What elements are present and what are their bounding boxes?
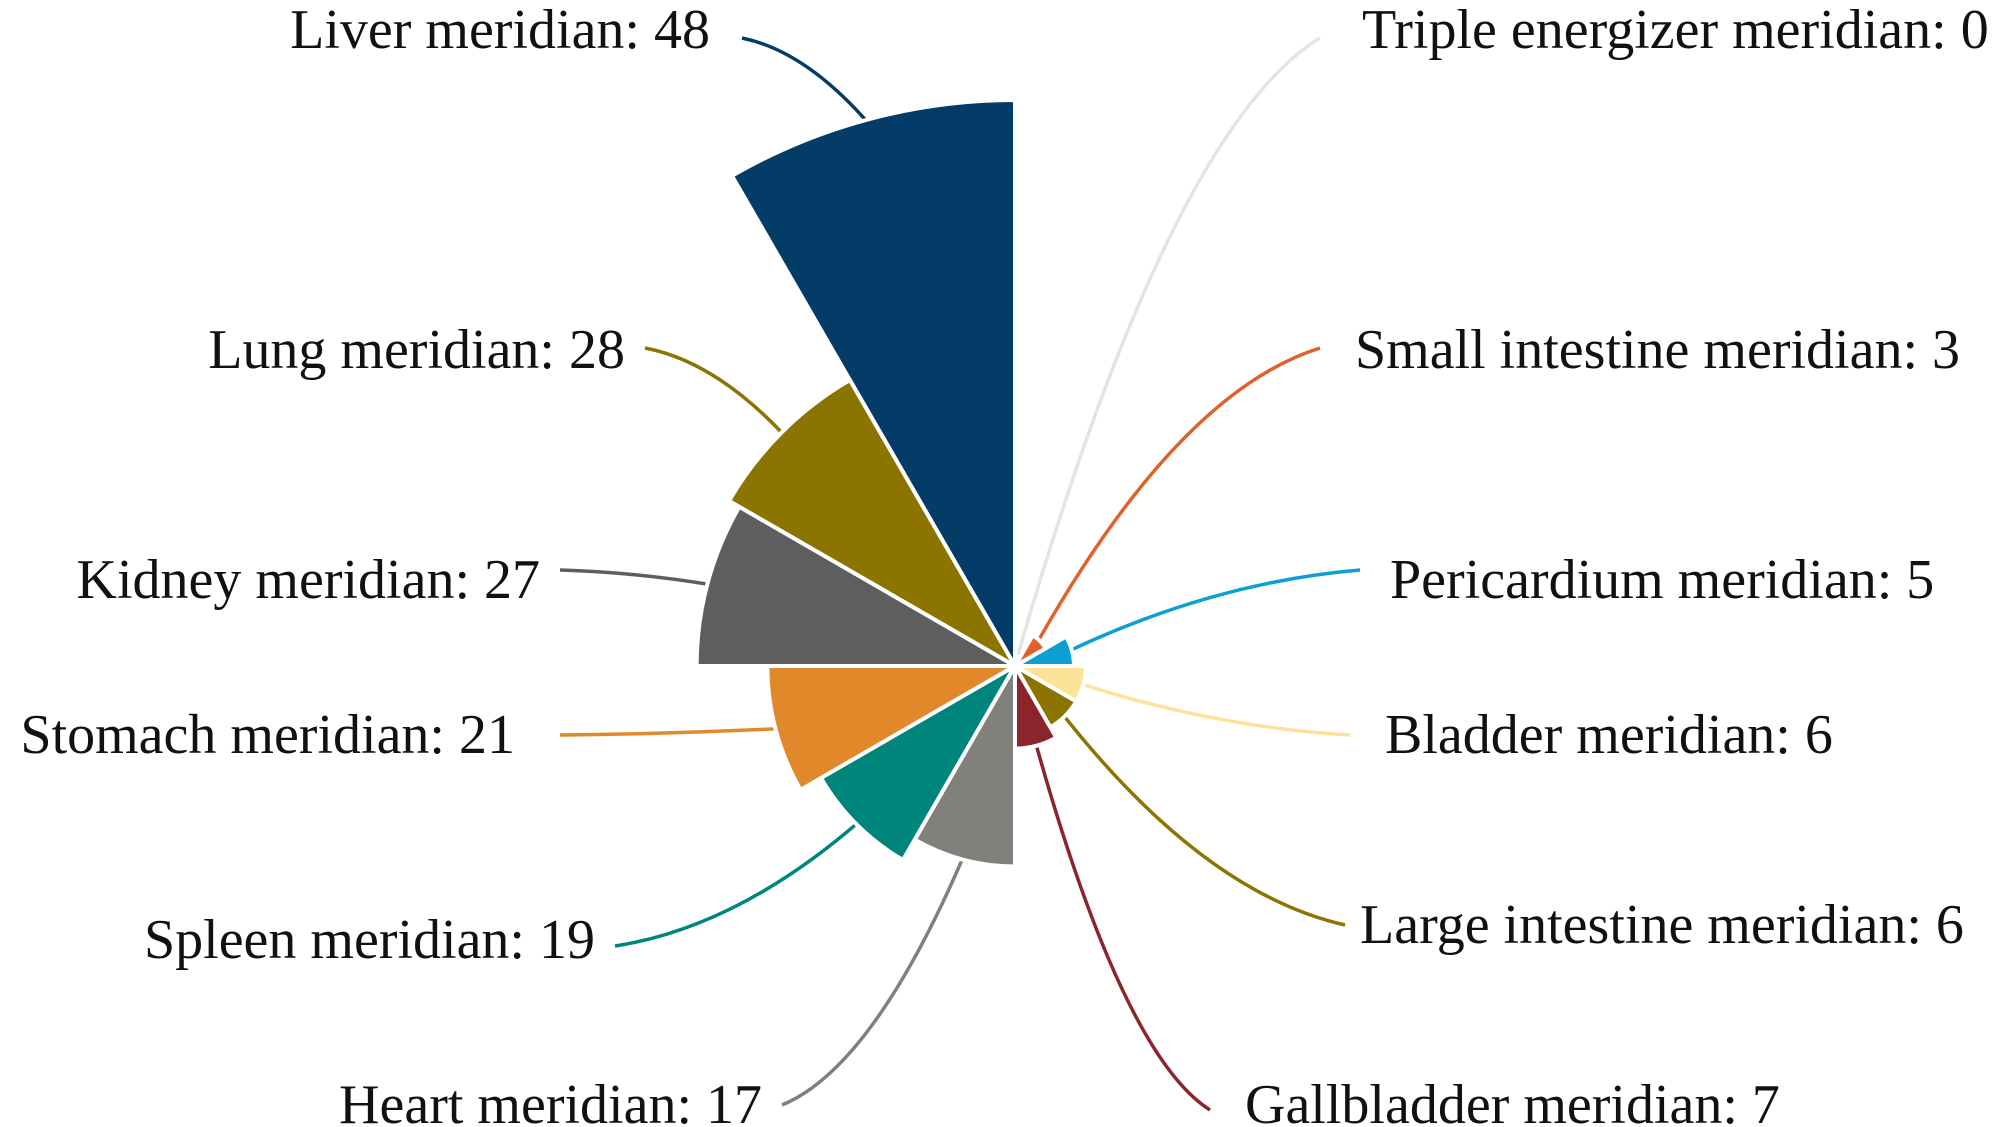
leader-spleen-meridian <box>614 818 862 948</box>
slice-lung-meridian <box>726 377 1021 672</box>
label-spleen-meridian: Spleen meridian: 19 <box>144 909 595 971</box>
rose-slices <box>694 97 1088 869</box>
label-stomach-meridian: Stomach meridian: 21 <box>20 704 515 766</box>
leader-bladder-meridian <box>1076 681 1351 737</box>
leader-liver-meridian <box>741 36 872 127</box>
label-kidney-meridian: Kidney meridian: 27 <box>77 549 540 611</box>
label-bladder-meridian: Bladder meridian: 6 <box>1385 704 1833 766</box>
slice-kidney-meridian <box>694 504 1023 668</box>
leader-lung-meridian <box>644 346 788 438</box>
leader-gallbladder-meridian <box>1033 739 1211 1112</box>
label-pericardium-meridian: Pericardium meridian: 5 <box>1390 549 1934 611</box>
label-lung-meridian: Lung meridian: 28 <box>208 319 625 381</box>
slice-liver-meridian <box>729 97 1017 674</box>
label-gallbladder-meridian: Gallbladder meridian: 7 <box>1245 1074 1780 1127</box>
leader-stomach-meridian <box>559 726 782 737</box>
leader-large-intestine-meridian <box>1059 710 1346 927</box>
slice-small-intestine-meridian <box>1009 632 1049 672</box>
label-triple-energizer-meridian: Triple energizer meridian: 0 <box>1362 0 1989 61</box>
label-liver-meridian: Liver meridian: 48 <box>290 0 710 61</box>
leader-small-intestine-meridian <box>1034 346 1321 647</box>
leader-pericardium-meridian <box>1065 568 1361 654</box>
slice-stomach-meridian <box>765 664 1023 793</box>
label-heart-meridian: Heart meridian: 17 <box>339 1074 762 1127</box>
leader-heart-meridian <box>781 853 967 1107</box>
slice-bladder-meridian <box>1007 664 1088 705</box>
leader-kidney-meridian <box>559 568 714 587</box>
slice-labels: Liver meridian: 48 Lung meridian: 28 Kidne… <box>20 0 1988 1127</box>
leader-triple-energizer-meridian <box>1016 36 1321 655</box>
leader-lines <box>559 36 1361 1112</box>
label-large-intestine-meridian: Large intestine meridian: 6 <box>1360 894 1964 956</box>
label-small-intestine-meridian: Small intestine meridian: 3 <box>1355 319 1960 381</box>
slice-spleen-meridian <box>818 660 1021 863</box>
slice-heart-meridian <box>912 658 1017 869</box>
